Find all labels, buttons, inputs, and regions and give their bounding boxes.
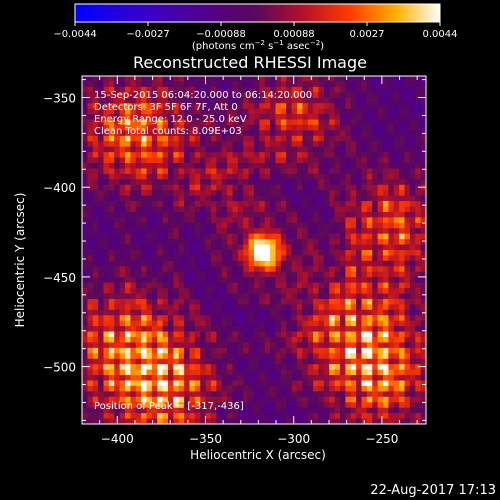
colorbar-tick-label: −0.0027 bbox=[126, 29, 169, 40]
colorbar-units: (photons cm−2 s−1 asec−2) bbox=[192, 39, 324, 52]
chart-title: Reconstructed RHESSI Image bbox=[133, 53, 367, 72]
y-tick-label: −400 bbox=[43, 181, 76, 195]
annotation-peak: Position of Peak = [-317,-436] bbox=[94, 401, 244, 412]
y-tick-label: −450 bbox=[43, 271, 76, 285]
colorbar-gradient bbox=[74, 3, 441, 23]
x-tick-label: −250 bbox=[365, 432, 398, 446]
x-axis-label: Heliocentric X (arcsec) bbox=[190, 448, 326, 462]
y-tick-label: −350 bbox=[43, 92, 76, 106]
annotation-clean: Clean Total counts: 8.09E+03 bbox=[94, 126, 242, 137]
annotations: 15-Sep-2015 06:04:20.000 to 06:14:20.000… bbox=[94, 90, 312, 412]
colorbar-tick-label: −0.00088 bbox=[196, 29, 246, 40]
plot-date: 22-Aug-2017 17:13 bbox=[370, 483, 496, 498]
colorbar-tick-label: −0.0044 bbox=[53, 29, 96, 40]
x-tick-label: −350 bbox=[189, 432, 222, 446]
x-tick-label: −300 bbox=[277, 432, 310, 446]
annotation-energy: Energy Range: 12.0 - 25.0 keV bbox=[94, 114, 247, 125]
plot-axes: −400 −350 −300 −250 −350 −400 −450 −500 bbox=[43, 75, 427, 446]
plot-frame bbox=[81, 75, 427, 425]
colorbar-tick-label: 0.0027 bbox=[350, 29, 385, 40]
colorbar-tick-label: 0.00088 bbox=[273, 29, 314, 40]
colorbar-tick-label: 0.0044 bbox=[423, 29, 458, 40]
annotation-detectors: Detectors: 3F 5F 6F 7F, Att 0 bbox=[94, 102, 238, 113]
heatmap-image bbox=[82, 76, 426, 424]
y-axis-label: Heliocentric Y (arcsec) bbox=[13, 193, 27, 328]
y-tick-label: −500 bbox=[43, 361, 76, 375]
colorbar: −0.0044 −0.0027 −0.00088 0.00088 0.0027 0.004… bbox=[53, 3, 458, 52]
x-tick-label: −400 bbox=[101, 432, 134, 446]
annotation-time: 15-Sep-2015 06:04:20.000 to 06:14:20.000 bbox=[94, 90, 312, 101]
